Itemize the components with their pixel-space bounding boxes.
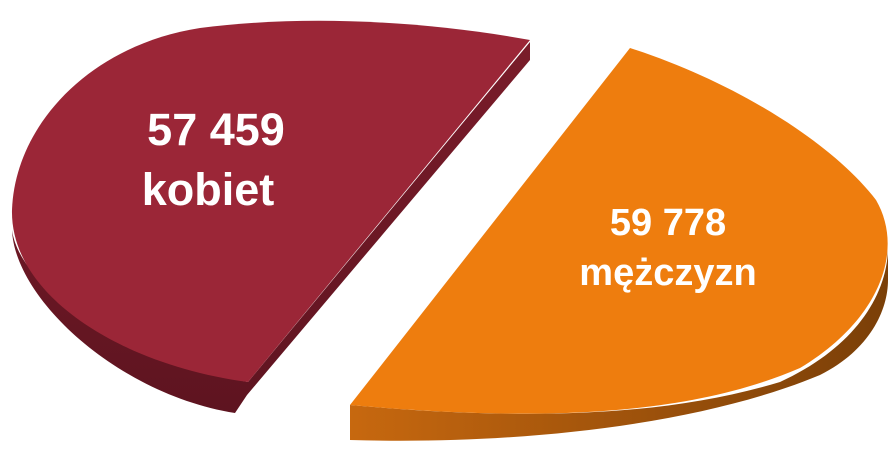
slice-kobiet: 57 459 kobiet bbox=[11, 20, 531, 413]
slice-mezczyzn: 59 778 mężczyzn bbox=[350, 48, 888, 441]
mezczyzn-value-label: 59 778 bbox=[610, 202, 726, 244]
slice-mezczyzn-side bbox=[350, 250, 888, 441]
slice-mezczyzn-top bbox=[350, 48, 888, 414]
kobiet-value-label: 57 459 bbox=[147, 104, 285, 155]
slice-kobiet-top bbox=[11, 20, 531, 383]
kobiet-category-label: kobiet bbox=[142, 164, 275, 215]
mezczyzn-category-label: mężczyzn bbox=[579, 252, 756, 294]
